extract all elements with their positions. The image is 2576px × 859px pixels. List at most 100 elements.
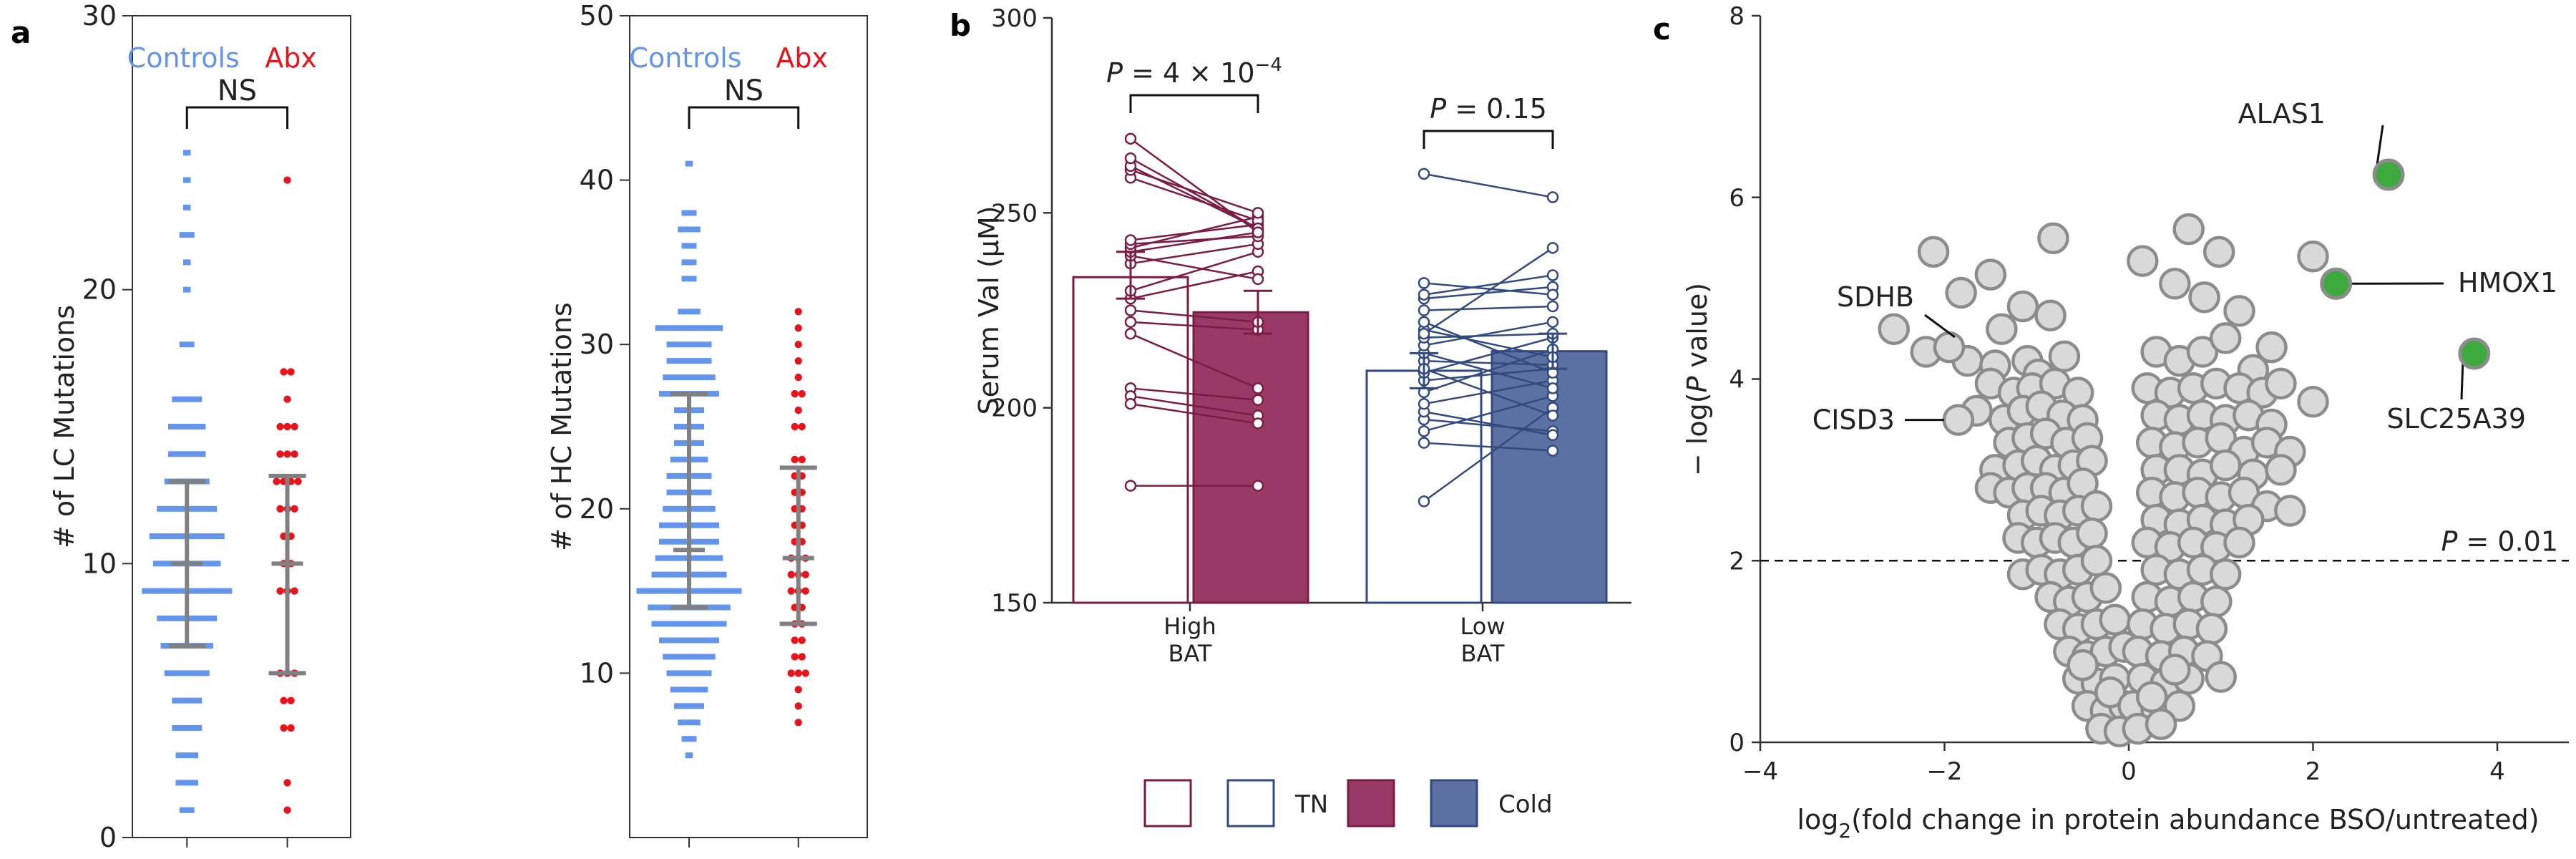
legend-swatch-tn-high [1143,779,1192,828]
x-tick-label-line: High [1163,613,1216,640]
y-tick-label: 8 [1729,2,1745,31]
data-point-row [183,177,191,183]
y-tick-label: 40 [580,165,614,196]
threshold-value: = 0.01 [2457,525,2558,557]
data-point [2067,649,2099,681]
data-point [2209,322,2242,354]
data-point-row [681,210,697,216]
data-point [1252,394,1264,407]
paired-line [1423,274,1553,296]
paired-line [1423,321,1553,346]
data-point [798,455,806,464]
data-point-row [164,670,210,676]
data-point [801,571,809,578]
data-point [798,422,806,431]
x-tick-label: 2 [2306,757,2321,786]
paired-line [1130,137,1259,233]
data-point [276,422,284,431]
data-point-row [678,309,701,315]
paired-line [1130,243,1259,265]
data-point-row [663,374,716,381]
data-point [283,806,291,814]
legend-label-cold: Cold [1498,790,1553,819]
y-tick-label: 10 [580,657,614,689]
x-tick-label: −2 [1926,757,1962,786]
data-point [2223,295,2255,327]
data-point-cisd3 [1942,404,1975,436]
y-tick-label: 2 [1729,547,1745,576]
highlighted-point-hmox1 [2320,267,2353,300]
data-point [291,587,298,595]
y-tick-label: 200 [991,394,1038,423]
x-axis-label-log: log [1797,804,1838,835]
data-point [2145,708,2177,740]
data-point [280,368,288,376]
data-point [1124,397,1137,410]
data-point [794,373,802,382]
data-point-row [179,232,195,238]
data-point-row [678,719,701,726]
data-point [276,505,284,513]
data-point [291,505,298,513]
significance-label: NS [218,74,257,107]
data-point [801,587,809,595]
data-point [1252,480,1264,492]
panel-label-a: a [11,15,31,50]
data-point-row [681,736,697,742]
paired-line [1423,305,1553,311]
data-point [791,455,799,464]
data-point [1418,168,1430,180]
p-symbol: P [1430,93,1446,125]
data-point [283,450,291,458]
x-tick-label: 4 [2489,757,2505,786]
data-point [794,686,802,694]
threshold-label: P = 0.01 [2441,525,2558,557]
point-label-sdhb: SDHB [1837,281,1914,313]
y-tick-label: 0 [1729,729,1745,757]
data-point [1546,242,1559,254]
data-point [2127,245,2159,277]
y-tick-label: 20 [580,493,614,525]
paired-line [1423,332,1553,339]
data-point [280,724,288,732]
significance-bracket [1129,94,1259,113]
threshold-p: P [2441,525,2457,557]
paired-line [1423,442,1553,452]
data-point [2094,676,2127,709]
data-point-row [183,204,191,210]
y-axis-label: − log(P value) [1682,283,1713,476]
paired-line [1423,247,1553,335]
data-point [1546,429,1559,442]
data-point [2034,299,2067,331]
data-point [2076,517,2108,550]
significance-label: NS [724,74,763,107]
data-point [1252,226,1264,238]
p-value-exponent: −4 [1255,54,1282,76]
data-point [791,636,799,644]
data-point [1418,277,1430,289]
data-point [2006,290,2039,323]
plot-frame [629,15,868,838]
data-point [1974,258,2007,291]
p-value-label: P = 0.15 [1430,93,1547,125]
data-point [1124,152,1137,165]
x-tick-label: Low BAT [1460,613,1505,667]
data-point [2223,526,2255,559]
paired-line [1423,173,1553,198]
data-point [1546,191,1559,203]
data-point-row [674,703,704,709]
data-point-row [681,243,697,249]
data-point [798,389,806,398]
paired-line [1130,255,1259,281]
data-point-row [655,325,723,331]
data-point [291,450,298,458]
panel-label-b: b [950,8,971,43]
x-tick-label-line: Low [1460,613,1505,640]
data-point [794,324,802,332]
paired-line [1130,165,1259,230]
data-point-row [172,724,203,731]
data-point [794,719,802,727]
